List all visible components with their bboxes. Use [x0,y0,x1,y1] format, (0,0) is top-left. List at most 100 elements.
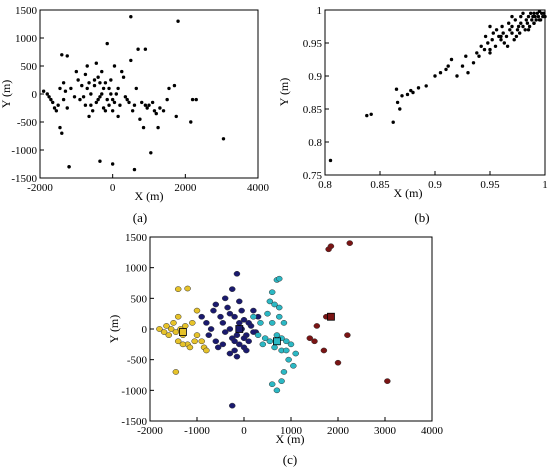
data-point [400,94,404,98]
y-tick-label: 500 [21,61,38,73]
data-point [60,53,64,57]
cluster-3-point [268,381,276,388]
cluster-2-point [221,329,229,335]
data-point [504,34,509,39]
data-point [58,125,62,130]
data-point [526,28,531,32]
cluster-4-point [327,243,335,250]
data-point [365,113,369,118]
y-tick-label: 1000 [125,263,148,275]
data-point [145,106,149,110]
data-point [98,159,102,163]
cluster-1-point [174,338,182,345]
data-point [85,64,89,68]
data-point [491,31,495,35]
data-point [129,15,133,19]
data-point [152,109,157,113]
cluster-1-point [193,332,201,338]
data-point [51,100,55,105]
data-point [94,61,99,65]
data-point [65,106,69,110]
data-point [535,11,539,15]
data-point [156,125,160,130]
cluster-4-point [334,359,342,366]
cluster-2-point [214,344,222,351]
cluster-3-point [278,378,285,384]
data-point [438,71,443,75]
data-point [141,125,146,130]
cluster-3-point [283,347,290,354]
cluster-4-centroid [327,312,335,321]
x-tick-label: 0 [241,425,247,437]
data-point [134,86,138,91]
data-point [118,103,122,107]
panel-a-label: (a) [133,210,147,225]
cluster-3-point [276,304,283,311]
cluster-3-point [280,369,288,375]
cluster-2-point [198,313,205,320]
data-point [512,38,516,42]
data-point [130,109,135,113]
data-point [174,114,178,119]
cluster-1-point [174,313,182,320]
cluster-1-centroid [178,328,187,336]
data-point [194,97,198,102]
cluster-1-point [167,326,175,332]
data-point [136,47,140,51]
data-point [52,106,57,110]
cluster-4-point [346,240,353,246]
data-point [63,89,68,93]
y-tick-label: 0.9 [308,71,322,83]
data-point [530,18,534,22]
cluster-2-point [233,332,241,338]
x-tick-label: 2000 [174,182,197,194]
cluster-2-point [250,329,257,335]
data-point [532,11,536,15]
data-point [521,11,525,15]
data-point [89,92,93,96]
data-point [158,106,162,110]
data-point [116,86,120,91]
data-point [416,86,421,90]
data-point [161,109,166,113]
x-tick-label: 0.9 [428,179,442,191]
data-point [109,92,113,96]
data-point [533,14,537,19]
data-point [507,21,511,25]
data-point [486,41,490,45]
data-point [143,103,148,107]
data-point [466,71,470,75]
cluster-1-point [198,338,205,345]
data-point [537,18,542,22]
cluster-2-point [219,341,227,348]
data-point [103,81,108,85]
data-point [464,54,468,58]
cluster-3-point [276,275,283,282]
cluster-2-point [250,307,257,314]
y-tick-label: 0 [32,89,38,101]
data-point [83,72,88,77]
data-point [140,100,144,105]
y-tick-label: -1500 [11,173,37,185]
data-point [534,18,538,22]
data-point [475,51,479,55]
data-point [433,74,437,78]
cluster-2-point [231,338,238,345]
data-point [89,103,93,107]
cluster-3-point [292,350,299,357]
data-point [65,54,69,58]
cluster-2-point [238,307,245,314]
data-point [61,97,66,102]
cluster-2-point [231,347,238,354]
panel-a-chart: -2000 0 2000 4000 1500 1000 500 0 -500 -1000 -1500… [0,5,270,225]
cluster-4-point [306,335,314,342]
cluster-3-point [266,298,274,305]
data-point [532,21,536,25]
data-point [154,111,158,116]
data-point [488,24,492,29]
panel-a-plot-frame [39,9,259,179]
data-point [501,31,505,35]
data-point [96,75,100,79]
data-point [67,165,71,169]
data-point [395,100,400,105]
